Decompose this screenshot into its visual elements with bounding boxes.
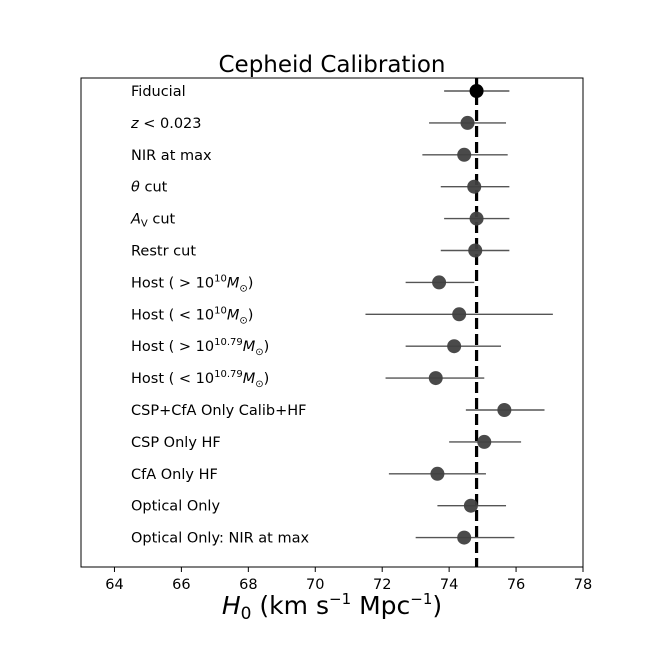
row-label: Optical Only xyxy=(131,499,220,515)
row-label: Host ( > 1010.79M⊙) xyxy=(131,337,269,358)
data-point xyxy=(463,498,478,513)
row-label: θ cut xyxy=(131,180,168,196)
data-point xyxy=(468,243,483,258)
row-label: Optical Only: NIR at max xyxy=(131,531,309,547)
data-point xyxy=(477,434,492,449)
row-label: Fiducial xyxy=(131,84,186,100)
x-tick-label: 76 xyxy=(507,577,525,593)
row-label: AV cut xyxy=(130,212,176,230)
data-point xyxy=(460,115,475,130)
data-point xyxy=(457,147,472,162)
data-point xyxy=(447,339,462,354)
x-tick-label: 64 xyxy=(105,577,123,593)
data-point xyxy=(428,371,443,386)
x-tick-label: 66 xyxy=(172,577,190,593)
data-point xyxy=(452,307,467,322)
row-label: z < 0.023 xyxy=(130,116,202,132)
x-tick-label: 72 xyxy=(373,577,391,593)
row-label: CSP+CfA Only Calib+HF xyxy=(131,403,306,419)
x-tick-label: 70 xyxy=(306,577,324,593)
row-label: Restr cut xyxy=(131,244,196,260)
data-point xyxy=(497,403,512,417)
data-point xyxy=(469,84,484,98)
row-label: Host ( > 1010M⊙) xyxy=(131,273,253,294)
data-point xyxy=(432,275,447,290)
data-point xyxy=(457,530,472,545)
data-point xyxy=(469,211,484,226)
row-label: Host ( < 1010M⊙) xyxy=(131,305,253,326)
row-label: CfA Only HF xyxy=(131,467,218,483)
row-label: CSP Only HF xyxy=(131,435,221,451)
row-label: NIR at max xyxy=(131,148,212,164)
x-tick-label: 78 xyxy=(574,577,592,593)
data-point xyxy=(430,466,445,481)
data-point xyxy=(467,179,482,194)
x-tick-label: 68 xyxy=(239,577,257,593)
row-label: Host ( < 1010.79M⊙) xyxy=(131,369,269,390)
x-tick-label: 74 xyxy=(440,577,458,593)
chart-title: Cepheid Calibration xyxy=(219,52,446,78)
x-axis-label: H0 (km s−1 Mpc−1) xyxy=(222,590,442,624)
plot-area-frame xyxy=(80,77,584,568)
